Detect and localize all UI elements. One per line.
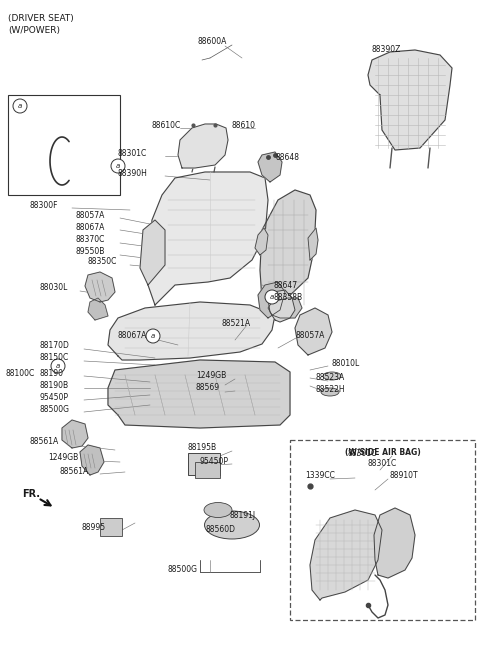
Text: 89550B: 89550B	[76, 247, 106, 256]
Bar	[188, 453, 220, 475]
Ellipse shape	[204, 511, 260, 539]
Polygon shape	[260, 190, 316, 310]
Text: 88030L: 88030L	[40, 284, 68, 293]
Text: 88350C: 88350C	[88, 258, 118, 267]
Text: 88995: 88995	[82, 522, 106, 532]
Text: 88500G: 88500G	[168, 565, 198, 574]
Text: 88195B: 88195B	[188, 443, 217, 452]
Text: 88358B: 88358B	[273, 293, 302, 302]
Text: 88057A: 88057A	[296, 332, 325, 341]
Text: 88301C: 88301C	[118, 149, 147, 158]
Text: 88067A: 88067A	[76, 223, 106, 232]
Text: 88100C: 88100C	[5, 369, 34, 378]
Bar	[8, 95, 120, 195]
Ellipse shape	[323, 372, 341, 380]
Polygon shape	[85, 272, 115, 302]
Circle shape	[111, 159, 125, 173]
Text: (W/POWER): (W/POWER)	[8, 26, 60, 35]
Text: 88370C: 88370C	[76, 236, 106, 245]
Text: 00824: 00824	[32, 101, 60, 110]
Text: 88390H: 88390H	[118, 169, 148, 177]
Text: 88561A: 88561A	[30, 437, 59, 447]
Text: 88648: 88648	[276, 154, 300, 162]
Polygon shape	[255, 228, 268, 255]
Text: a: a	[151, 333, 155, 339]
Text: 88647: 88647	[273, 280, 297, 289]
Text: 88521A: 88521A	[222, 319, 251, 328]
Text: 88190: 88190	[40, 369, 64, 378]
Circle shape	[146, 329, 160, 343]
Text: 88522H: 88522H	[316, 386, 346, 395]
Polygon shape	[62, 420, 88, 448]
Text: 88910T: 88910T	[390, 472, 419, 480]
Bar	[100, 518, 122, 536]
Polygon shape	[80, 445, 104, 475]
Polygon shape	[268, 290, 295, 322]
Circle shape	[265, 290, 279, 304]
Text: 88057A: 88057A	[76, 210, 106, 219]
Polygon shape	[310, 510, 382, 600]
Text: a: a	[116, 163, 120, 169]
Text: 88600A: 88600A	[198, 38, 228, 47]
Text: 88301C: 88301C	[368, 459, 397, 469]
Polygon shape	[258, 282, 285, 318]
Polygon shape	[88, 298, 108, 320]
Polygon shape	[308, 228, 318, 260]
Text: 1339CC: 1339CC	[305, 472, 335, 480]
Circle shape	[13, 99, 27, 113]
Polygon shape	[374, 508, 415, 578]
Text: 88301C: 88301C	[348, 448, 377, 458]
Text: 88569: 88569	[196, 384, 220, 393]
Polygon shape	[108, 360, 290, 428]
Bar	[195, 462, 220, 478]
Text: 88300F: 88300F	[30, 201, 59, 210]
Ellipse shape	[321, 388, 339, 396]
Text: 88560D: 88560D	[205, 526, 235, 535]
Text: 88190B: 88190B	[40, 380, 69, 389]
Circle shape	[51, 359, 65, 373]
Text: 88150C: 88150C	[40, 354, 69, 363]
Polygon shape	[178, 124, 228, 168]
Polygon shape	[258, 152, 282, 182]
Polygon shape	[140, 220, 165, 285]
Text: 88561A: 88561A	[60, 467, 89, 476]
Text: 88010L: 88010L	[332, 358, 360, 367]
Polygon shape	[108, 302, 275, 360]
Text: 95450P: 95450P	[40, 393, 69, 402]
Text: 88191J: 88191J	[230, 511, 256, 520]
Text: FR.: FR.	[22, 489, 40, 499]
Text: 88610C: 88610C	[152, 121, 181, 130]
Text: 1249GB: 1249GB	[196, 371, 226, 380]
Polygon shape	[268, 298, 302, 318]
Text: a: a	[270, 294, 274, 300]
Bar	[290, 440, 475, 620]
Text: 95450P: 95450P	[200, 456, 229, 465]
Polygon shape	[295, 308, 332, 355]
Polygon shape	[368, 50, 452, 150]
Text: 88500G: 88500G	[40, 404, 70, 413]
Ellipse shape	[204, 502, 232, 517]
Text: 1249GB: 1249GB	[48, 454, 78, 463]
Text: 88523A: 88523A	[316, 374, 345, 382]
Text: 88610: 88610	[232, 121, 256, 130]
Text: (DRIVER SEAT): (DRIVER SEAT)	[8, 14, 74, 23]
Text: (W/SIDE AIR BAG): (W/SIDE AIR BAG)	[345, 448, 420, 456]
Text: 88390Z: 88390Z	[372, 45, 401, 55]
Polygon shape	[148, 172, 268, 305]
Text: 88170D: 88170D	[40, 341, 70, 350]
Text: 88067A: 88067A	[118, 332, 147, 341]
Text: a: a	[56, 363, 60, 369]
Text: a: a	[18, 103, 22, 109]
